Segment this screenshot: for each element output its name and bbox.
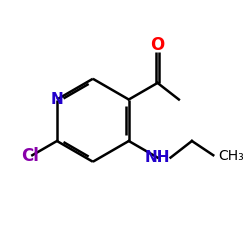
- Text: N: N: [50, 92, 63, 107]
- Text: Cl: Cl: [21, 148, 39, 166]
- Text: O: O: [150, 36, 165, 54]
- Text: CH₃: CH₃: [218, 150, 244, 164]
- Text: NH: NH: [145, 150, 170, 165]
